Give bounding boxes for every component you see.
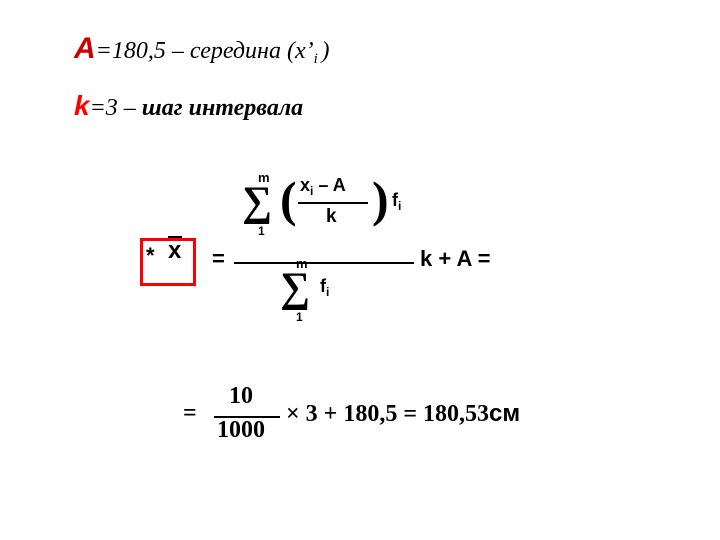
sigma-2-upper: m [296, 256, 308, 271]
main-fraction-bar [234, 262, 414, 264]
text-k-dash: – [124, 95, 142, 121]
var-A: А [74, 32, 96, 65]
inner-numerator: xi – A [300, 175, 346, 196]
inner-fraction-bar [298, 202, 368, 204]
fraction-num-2: 10 [229, 383, 253, 410]
paren-left: ( [280, 174, 297, 224]
sigma-1: ∑ [242, 178, 272, 226]
star: * [146, 243, 155, 269]
sigma-2: ∑ [280, 264, 310, 312]
definition-A: А=180,5 – середина (x’i ) [74, 32, 330, 66]
text-k-2: шаг интервала [142, 95, 303, 121]
definition-k: k=3 – шаг интервала [74, 90, 303, 122]
inner-denominator: k [326, 206, 337, 228]
paren-right: ) [372, 174, 389, 224]
sigma-1-upper: m [258, 170, 270, 185]
formula1-tail: k + A = [420, 246, 491, 272]
formula2-tail: × 3 + 180,5 = 180,53см [286, 400, 520, 428]
fi-bottom: fi [320, 276, 329, 297]
equals-1: = [212, 246, 225, 272]
var-k: k [74, 90, 90, 121]
sigma-2-lower: 1 [296, 310, 303, 324]
text-A-2: ) [322, 38, 330, 64]
sigma-1-lower: 1 [258, 224, 265, 238]
xbar: x [168, 237, 181, 265]
equals-2: = [183, 400, 197, 427]
fraction-den-2: 1000 [217, 417, 265, 444]
fi-top: fi [392, 190, 401, 211]
text-k-1: =3 [90, 95, 124, 121]
subscript-i: i [314, 51, 322, 67]
text-A-1: =180,5 – середина (x’ [96, 38, 314, 64]
